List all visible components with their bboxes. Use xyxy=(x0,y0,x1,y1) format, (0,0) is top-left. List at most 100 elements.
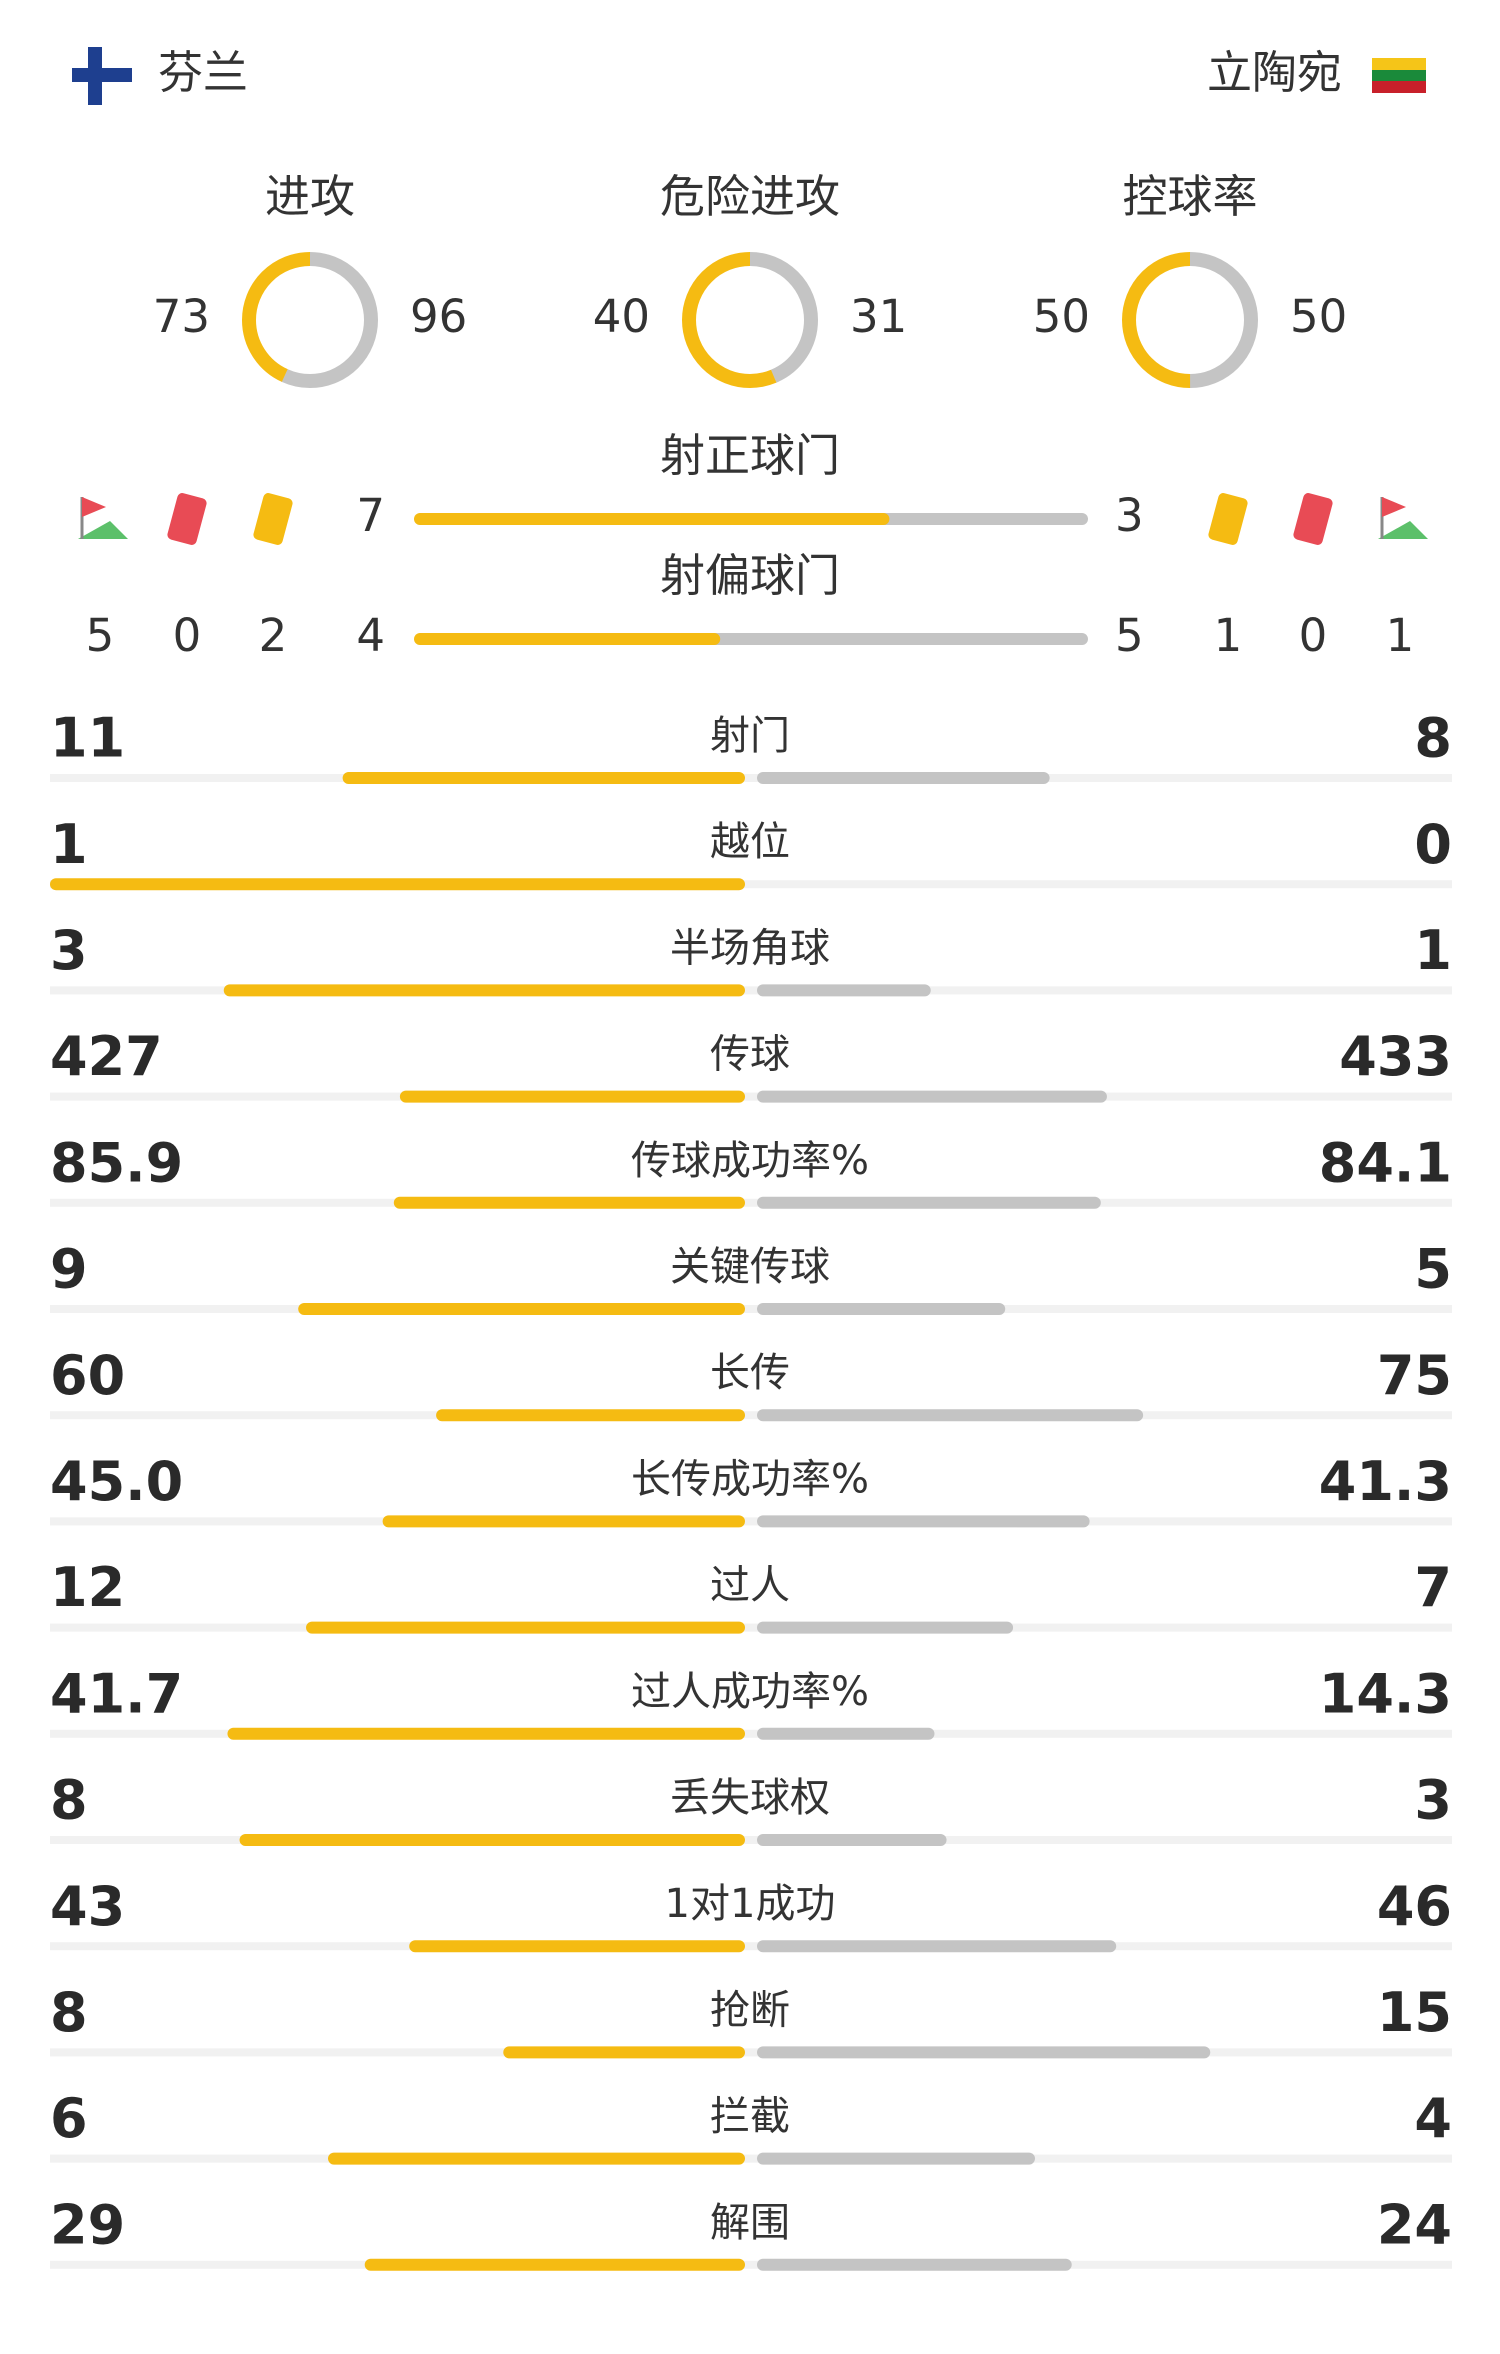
flag-base xyxy=(78,521,128,539)
ring-label: 危险进攻 xyxy=(660,170,840,223)
away-bar xyxy=(757,2152,1035,2165)
flag-cloth xyxy=(1382,497,1406,517)
bar-track xyxy=(50,1942,1452,1951)
home-value: 9 xyxy=(50,1238,88,1301)
home-bar xyxy=(436,1409,745,1422)
home-bar xyxy=(399,1090,745,1103)
home-value: 427 xyxy=(50,1025,163,1088)
shot-label: 射正球门 xyxy=(660,429,840,482)
away-value: 5 xyxy=(1115,609,1144,662)
flag-cloth xyxy=(82,497,106,517)
away-bar xyxy=(757,1303,1006,1315)
stat-label: 丢失球权 xyxy=(670,1775,830,1821)
home-value: 3 xyxy=(50,919,88,982)
card xyxy=(1293,493,1333,545)
bar-track xyxy=(50,880,1452,889)
home-value: 45.0 xyxy=(50,1450,183,1513)
away-value: 50 xyxy=(1290,290,1347,343)
ring-label: 进攻 xyxy=(265,170,355,223)
home-flag xyxy=(72,47,132,105)
corners-icon xyxy=(78,497,128,539)
away-value: 433 xyxy=(1339,1025,1452,1088)
away-bar xyxy=(757,984,931,997)
yellow-icon xyxy=(253,493,293,545)
home-value: 43 xyxy=(50,1875,125,1938)
stat-label: 拦截 xyxy=(710,2094,790,2140)
home-bar xyxy=(342,772,745,784)
home-value: 7 xyxy=(356,489,385,542)
away-value: 0 xyxy=(1414,813,1452,876)
home-bar xyxy=(364,2258,745,2271)
home-bar xyxy=(306,1621,745,1634)
home-value: 4 xyxy=(356,609,385,662)
away-bar xyxy=(757,1515,1090,1528)
away-value: 14.3 xyxy=(1319,1662,1452,1725)
event-count: 0 xyxy=(173,609,202,662)
away-value: 3 xyxy=(1414,1769,1452,1832)
away-value: 1 xyxy=(1414,919,1452,982)
stat-label: 半场角球 xyxy=(670,925,830,971)
home-value: 41.7 xyxy=(50,1662,183,1725)
home-value: 6 xyxy=(50,2087,88,2150)
stat-label: 长传 xyxy=(710,1350,790,1396)
away-bar xyxy=(757,1196,1101,1209)
bar-track xyxy=(50,1198,1452,1207)
away-flag xyxy=(1372,58,1426,93)
red-icon xyxy=(1293,493,1333,545)
bar-track xyxy=(50,986,1452,995)
away-value: 15 xyxy=(1377,1981,1452,2044)
bar-track xyxy=(50,1092,1452,1101)
away-bar xyxy=(757,1409,1144,1422)
stat-label: 关键传球 xyxy=(670,1244,830,1290)
home-value: 11 xyxy=(50,707,125,770)
event-count: 1 xyxy=(1214,609,1243,662)
stat-label: 1对1成功 xyxy=(665,1881,836,1927)
home-bar xyxy=(227,1727,746,1740)
bar-track xyxy=(50,1517,1452,1526)
stat-label: 越位 xyxy=(710,819,790,865)
flag-base xyxy=(1378,521,1428,539)
home-arc xyxy=(682,252,818,388)
home-value: 85.9 xyxy=(50,1131,183,1194)
away-value: 84.1 xyxy=(1319,1131,1452,1194)
home-name: 芬兰 xyxy=(158,46,248,99)
card xyxy=(253,493,293,545)
away-value: 4 xyxy=(1414,2087,1452,2150)
stat-label: 抢断 xyxy=(710,1987,790,2033)
shot-label: 射偏球门 xyxy=(660,549,840,602)
home-bar xyxy=(223,984,745,997)
home-bar xyxy=(328,2152,745,2165)
event-count: 1 xyxy=(1386,609,1415,662)
home-bar xyxy=(382,1515,745,1528)
stat-label: 解围 xyxy=(710,2200,790,2246)
away-bar xyxy=(757,1621,1014,1634)
bar-track xyxy=(50,774,1452,782)
stat-label: 射门 xyxy=(710,713,790,759)
stat-label: 过人 xyxy=(710,1563,790,1609)
bar-track xyxy=(50,1729,1452,1738)
away-value: 41.3 xyxy=(1319,1450,1452,1513)
away-bar xyxy=(757,772,1050,784)
away-value: 31 xyxy=(850,290,907,343)
event-count: 5 xyxy=(86,609,115,662)
home-bar xyxy=(50,878,745,891)
yellow-icon xyxy=(1208,493,1248,545)
home-arc xyxy=(1122,252,1258,388)
away-bar xyxy=(757,1940,1117,1953)
home-value: 12 xyxy=(50,1556,125,1619)
home-bar xyxy=(503,2046,745,2059)
event-count: 0 xyxy=(1299,609,1328,662)
card xyxy=(167,493,207,545)
away-value: 3 xyxy=(1115,489,1144,542)
home-bar xyxy=(239,1834,745,1846)
home-value: 50 xyxy=(1033,290,1090,343)
home-value: 1 xyxy=(50,813,88,876)
home-value: 73 xyxy=(153,290,210,343)
home-arc xyxy=(242,252,378,388)
bar-track xyxy=(50,1623,1452,1632)
away-value: 7 xyxy=(1414,1556,1452,1619)
bar-track xyxy=(50,1411,1452,1420)
away-bar xyxy=(757,2046,1211,2059)
